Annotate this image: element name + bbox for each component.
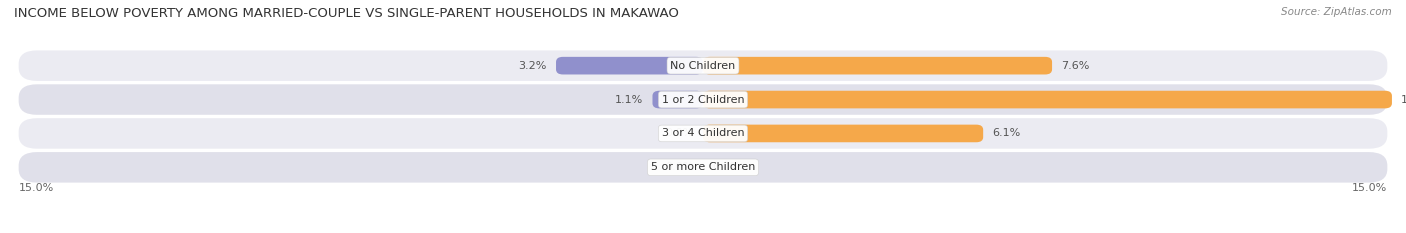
Text: 1 or 2 Children: 1 or 2 Children	[662, 95, 744, 105]
Text: Source: ZipAtlas.com: Source: ZipAtlas.com	[1281, 7, 1392, 17]
Text: 15.0%: 15.0%	[1402, 95, 1406, 105]
Text: 0.0%: 0.0%	[665, 128, 693, 138]
Text: 15.0%: 15.0%	[18, 183, 53, 193]
Text: 0.0%: 0.0%	[665, 162, 693, 172]
FancyBboxPatch shape	[555, 57, 703, 75]
Text: INCOME BELOW POVERTY AMONG MARRIED-COUPLE VS SINGLE-PARENT HOUSEHOLDS IN MAKAWAO: INCOME BELOW POVERTY AMONG MARRIED-COUPL…	[14, 7, 679, 20]
FancyBboxPatch shape	[18, 50, 1388, 81]
Text: No Children: No Children	[671, 61, 735, 71]
FancyBboxPatch shape	[652, 91, 703, 108]
Text: 15.0%: 15.0%	[1353, 183, 1388, 193]
Text: 3 or 4 Children: 3 or 4 Children	[662, 128, 744, 138]
FancyBboxPatch shape	[18, 118, 1388, 149]
Text: 6.1%: 6.1%	[993, 128, 1021, 138]
FancyBboxPatch shape	[18, 152, 1388, 183]
Text: 7.6%: 7.6%	[1062, 61, 1090, 71]
Text: 1.1%: 1.1%	[614, 95, 644, 105]
Text: 0.0%: 0.0%	[713, 162, 741, 172]
Text: 3.2%: 3.2%	[519, 61, 547, 71]
FancyBboxPatch shape	[18, 84, 1388, 115]
Text: 5 or more Children: 5 or more Children	[651, 162, 755, 172]
FancyBboxPatch shape	[703, 91, 1392, 108]
FancyBboxPatch shape	[703, 57, 1052, 75]
FancyBboxPatch shape	[703, 125, 983, 142]
